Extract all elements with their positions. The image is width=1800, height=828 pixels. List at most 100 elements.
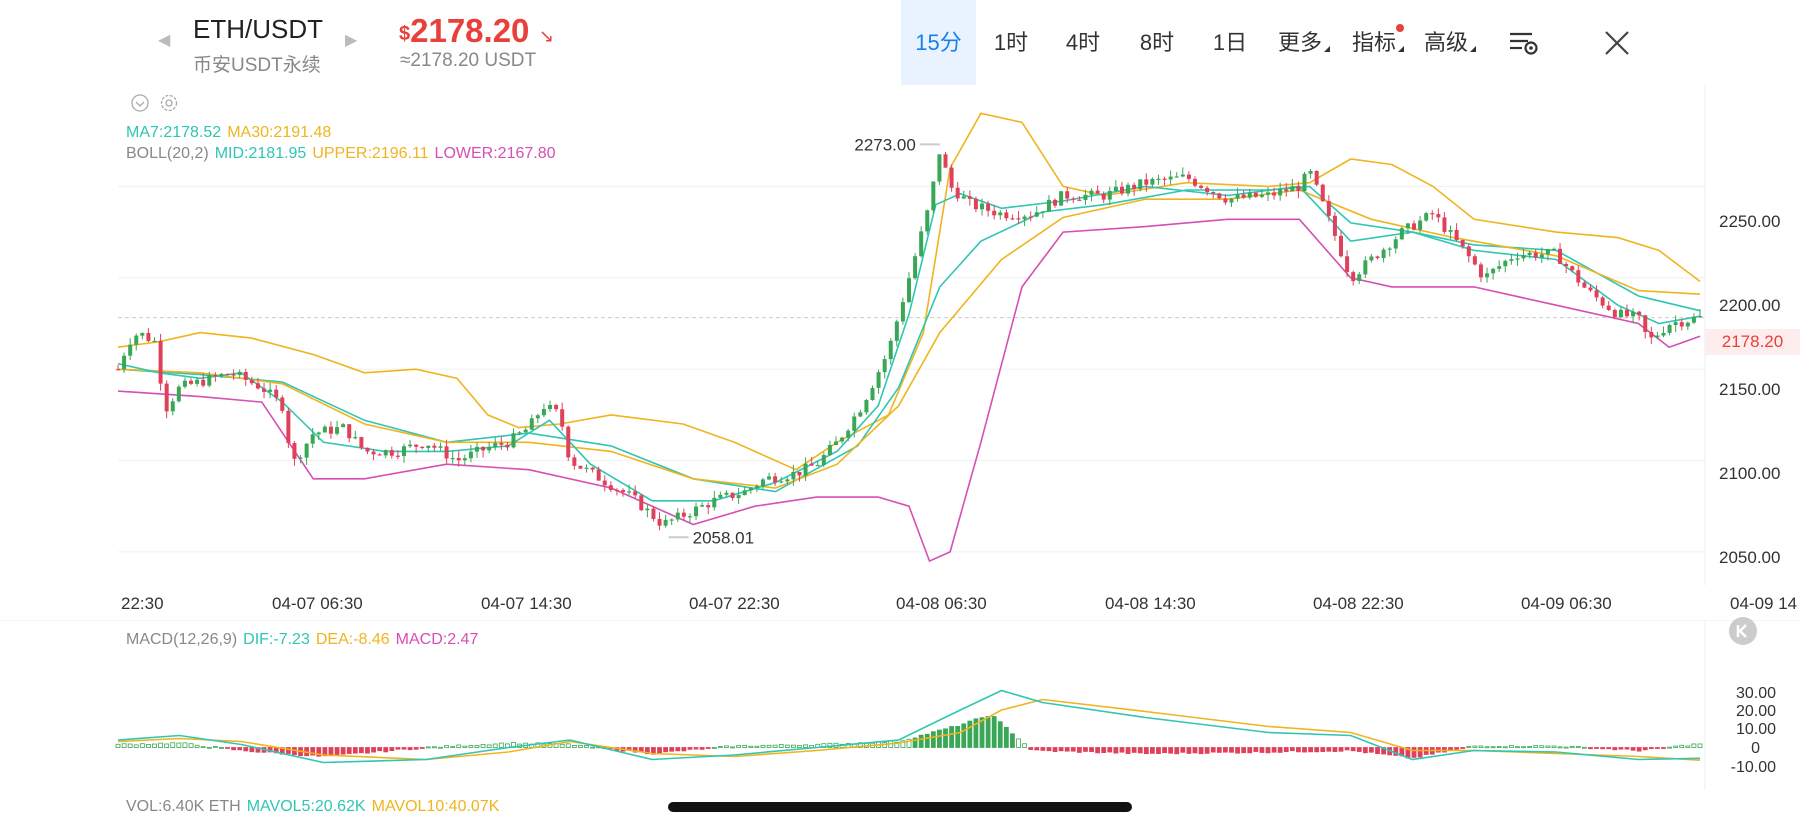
next-pair-icon[interactable]: ▶ bbox=[345, 32, 358, 49]
candle-up bbox=[523, 429, 528, 433]
tab-8h[interactable]: 8时 bbox=[1139, 30, 1175, 55]
candle-down bbox=[572, 457, 577, 466]
macd-bar-down bbox=[1089, 747, 1094, 752]
candle-down bbox=[730, 492, 735, 499]
candle-up bbox=[207, 375, 212, 386]
candle-up bbox=[1138, 179, 1143, 189]
candle-up bbox=[1290, 186, 1295, 192]
chart-settings-icon[interactable] bbox=[1508, 29, 1540, 57]
candle-down bbox=[1612, 309, 1617, 318]
candle-down bbox=[1332, 215, 1337, 236]
macd-chart[interactable] bbox=[0, 620, 1800, 790]
candle-up bbox=[748, 488, 753, 491]
macd-bar-down bbox=[371, 747, 376, 753]
collapse-panel-icon[interactable] bbox=[1728, 616, 1758, 646]
candle-up bbox=[1503, 260, 1508, 267]
candle-up bbox=[1418, 220, 1423, 230]
macd-tick-label: 30.00 bbox=[1735, 685, 1776, 702]
candle-down bbox=[1637, 311, 1642, 316]
candle-up bbox=[894, 321, 899, 341]
x-tick-label: 04-08 14:30 bbox=[1105, 594, 1196, 613]
macd-bar-down bbox=[1338, 747, 1344, 752]
macd-bar-up bbox=[444, 745, 449, 748]
candle-down bbox=[1186, 174, 1191, 179]
tab-more[interactable]: 更多 bbox=[1272, 0, 1336, 85]
macd-lines bbox=[117, 689, 1701, 764]
macd-bar-down bbox=[1265, 747, 1271, 754]
candle-down bbox=[1570, 266, 1575, 271]
macd-bar-down bbox=[1192, 747, 1198, 754]
boll-mid-line bbox=[117, 185, 1701, 493]
candle-up bbox=[548, 404, 553, 409]
macd-bar-down bbox=[1454, 747, 1460, 750]
main-chart[interactable]: 2273.00 2058.01 bbox=[0, 85, 1800, 585]
candle-down bbox=[347, 424, 352, 439]
tab-indicators[interactable]: 指标 bbox=[1346, 0, 1410, 85]
candle-up bbox=[663, 519, 668, 526]
prev-pair-icon[interactable]: ◀ bbox=[158, 32, 171, 49]
candle-up bbox=[511, 433, 516, 448]
candle-up bbox=[815, 465, 820, 467]
candle-up bbox=[779, 481, 784, 483]
tab-1h[interactable]: 1时 bbox=[993, 30, 1029, 55]
candle-down bbox=[1053, 199, 1058, 206]
macd-bar-up bbox=[1557, 746, 1563, 749]
macd-bar-up bbox=[1003, 726, 1009, 748]
tab-1d[interactable]: 1日 bbox=[1212, 30, 1248, 55]
candle-down bbox=[231, 374, 236, 376]
macd-bar-up bbox=[571, 745, 577, 748]
candle-down bbox=[706, 505, 711, 508]
indicator-settings-icon[interactable] bbox=[160, 94, 180, 114]
candle-up bbox=[462, 458, 467, 461]
candle-down bbox=[274, 389, 279, 398]
collapse-legend-icon[interactable] bbox=[131, 94, 151, 114]
candle-up bbox=[742, 490, 747, 496]
tab-advanced[interactable]: 高级 bbox=[1418, 0, 1482, 85]
candle-up bbox=[627, 491, 632, 493]
candle-down bbox=[1576, 270, 1581, 283]
macd-bar-down bbox=[1289, 747, 1295, 752]
candle-down bbox=[1016, 218, 1021, 220]
price-annotations: 2273.00 2058.01 bbox=[668, 135, 940, 547]
home-indicator[interactable] bbox=[668, 802, 1132, 812]
tab-15m[interactable]: 15分 bbox=[901, 0, 976, 85]
macd-bar-down bbox=[1156, 747, 1161, 754]
candle-down bbox=[1466, 246, 1471, 257]
candle-up bbox=[304, 443, 309, 458]
candle-up bbox=[937, 154, 942, 182]
macd-bar-down bbox=[1661, 747, 1666, 749]
boll-mid-label: MID:2181.95 bbox=[214, 145, 307, 162]
macd-bar-down bbox=[681, 747, 687, 752]
macd-bar-up bbox=[985, 716, 991, 748]
candle-up bbox=[1265, 192, 1270, 195]
tab-4h[interactable]: 4时 bbox=[1065, 30, 1101, 55]
macd-bar-down bbox=[1314, 747, 1320, 753]
candle-down bbox=[1326, 201, 1331, 216]
candle-down bbox=[1314, 170, 1319, 185]
candle-up bbox=[888, 340, 893, 360]
macd-bar-up bbox=[158, 742, 163, 748]
macd-bar-up bbox=[754, 745, 760, 748]
candle-up bbox=[876, 372, 881, 388]
macd-bar-down bbox=[249, 747, 255, 753]
macd-bar-up bbox=[766, 744, 772, 748]
close-icon[interactable] bbox=[1604, 30, 1630, 56]
macd-bar-up bbox=[170, 742, 176, 748]
candle-down bbox=[1205, 187, 1210, 192]
x-tick-label: 04-08 06:30 bbox=[896, 594, 987, 613]
candle-up bbox=[919, 231, 924, 257]
candle-up bbox=[718, 494, 723, 498]
candle-up bbox=[1698, 316, 1702, 318]
macd-bar-down bbox=[1369, 747, 1374, 753]
candle-up bbox=[1229, 198, 1234, 203]
candle-up bbox=[1107, 190, 1112, 200]
macd-bar-up bbox=[760, 744, 766, 748]
macd-bar-down bbox=[395, 747, 401, 750]
macd-value-label: MACD:2.47 bbox=[395, 631, 479, 648]
pair-title[interactable]: ETH/USDT bbox=[193, 14, 323, 44]
macd-bar-up bbox=[1551, 745, 1557, 748]
macd-bar-down bbox=[1375, 747, 1380, 754]
candle-down bbox=[1272, 192, 1277, 196]
x-tick-label: 04-08 22:30 bbox=[1313, 594, 1404, 613]
macd-bar-up bbox=[152, 743, 157, 748]
